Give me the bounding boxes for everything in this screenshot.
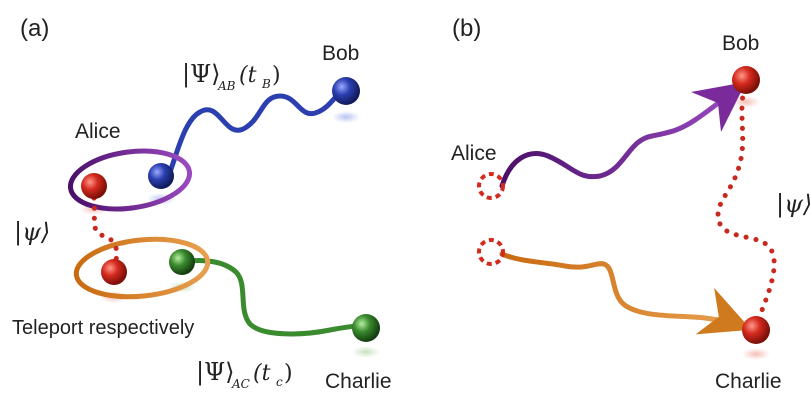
- alice-to-bob-arrow: [499, 81, 746, 189]
- psi-ac-formula: |Ψ⟩ AC (t c ): [196, 358, 293, 391]
- teleport-caption: Teleport respectively: [12, 317, 194, 339]
- psi-ab-arg-subscript: B: [261, 77, 271, 91]
- psi-ac-subscript: AC: [231, 377, 250, 391]
- psi-ab-arg-open: (t: [239, 63, 257, 88]
- alice-charlie-entanglement-link: [179, 257, 367, 337]
- psi-state-dotted-link: [91, 195, 120, 263]
- panel-a: (a) Alice Bob Charlie |ψ⟩ Teleport respe…: [12, 15, 392, 393]
- alice-bob-pair-ring: [67, 148, 193, 212]
- alice-emptied-particle-2: [477, 238, 505, 266]
- panel-b-label: (b): [452, 15, 481, 42]
- psi-ab-arg-close: ): [272, 63, 281, 88]
- charlie-label: Charlie: [325, 370, 392, 393]
- psi-ab-subscript: AB: [217, 79, 236, 93]
- bob-label: Bob: [722, 32, 759, 55]
- alice-charlie-pair-ring: [73, 236, 211, 300]
- psi-ac-symbol: |Ψ⟩: [196, 358, 235, 387]
- charlie-particle: [742, 316, 770, 344]
- charlie-label: Charlie: [715, 370, 782, 393]
- alice-particle-blue: [148, 163, 174, 189]
- alice-label: Alice: [75, 120, 121, 143]
- particle-shadow: [352, 346, 380, 358]
- psi-ac-arg-subscript: c: [276, 375, 283, 389]
- bob-particle: [332, 77, 360, 105]
- alice-bob-entanglement-link: [167, 87, 349, 175]
- bob-particle: [732, 66, 760, 94]
- alice-label: Alice: [451, 142, 497, 165]
- psi-ac-arg-close: ): [284, 361, 293, 386]
- particle-shadow: [332, 111, 360, 123]
- alice-particle-red: [81, 173, 107, 199]
- panel-a-label: (a): [20, 15, 49, 42]
- alice-particle-red-2: [101, 259, 127, 285]
- particle-shadow: [732, 96, 760, 108]
- psi-state-label: |ψ⟩: [776, 190, 810, 219]
- alice-emptied-particle-1: [477, 172, 505, 200]
- particle-shadow: [742, 348, 770, 360]
- psi-ab-symbol: |Ψ⟩: [182, 60, 221, 89]
- psi-state-label: |ψ⟩: [14, 218, 50, 247]
- panel-b: (b) Alice Bob Charlie |ψ⟩: [451, 15, 810, 393]
- alice-to-charlie-arrow: [499, 251, 752, 335]
- alice-particle-green: [169, 249, 195, 275]
- bob-label: Bob: [322, 42, 359, 65]
- charlie-particle: [352, 314, 380, 342]
- psi-ab-formula: |Ψ⟩ AB (t B ): [182, 60, 281, 93]
- bob-charlie-dotted-link: [715, 85, 777, 331]
- psi-ac-arg-open: (t: [253, 361, 271, 386]
